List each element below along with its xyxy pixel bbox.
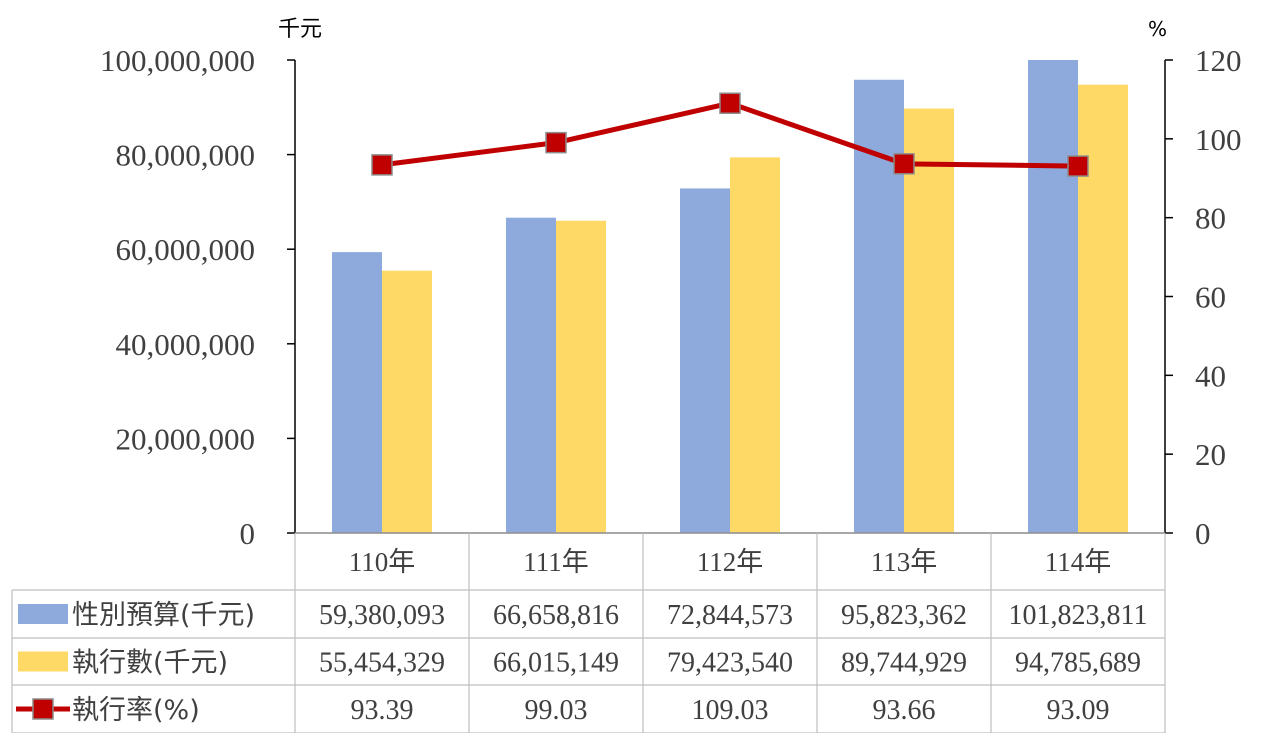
right-axis-unit: % <box>1148 17 1167 41</box>
left-tick-label: 20,000,000 <box>116 421 256 456</box>
legend-key-0 <box>18 604 68 624</box>
table-cell: 55,454,329 <box>319 648 445 679</box>
bar-budget-1 <box>506 217 556 533</box>
left-tick-label: 40,000,000 <box>116 327 256 362</box>
category-label: 114年 <box>1045 547 1112 577</box>
table-cell: 79,423,540 <box>667 648 793 679</box>
bars-layer <box>332 60 1128 534</box>
bar-budget-2 <box>680 188 730 533</box>
left-axis-unit: 千元 <box>278 17 322 42</box>
rate-point-3 <box>893 153 915 175</box>
category-label: 111年 <box>523 547 589 577</box>
right-tick-label: 80 <box>1195 201 1226 236</box>
right-tick-label: 60 <box>1195 280 1226 315</box>
table-cell: 109.03 <box>692 695 769 726</box>
right-tick-label: 40 <box>1195 358 1226 393</box>
category-label: 112年 <box>697 547 764 577</box>
table-cell: 101,823,811 <box>1009 600 1148 631</box>
legend-label-1: 執行數(千元) <box>72 648 228 679</box>
bar-executed-2 <box>730 157 780 533</box>
table-cell: 94,785,689 <box>1015 648 1141 679</box>
rate-point-1 <box>545 131 567 154</box>
legend-label-0: 性別預算(千元) <box>72 600 255 631</box>
legend-key-1 <box>18 651 68 672</box>
bar-budget-4 <box>1028 60 1078 533</box>
table-cell: 93.39 <box>351 695 414 726</box>
table-cell: 66,015,149 <box>493 648 619 679</box>
rate-point-0 <box>371 154 393 176</box>
bar-executed-4 <box>1078 84 1128 533</box>
category-label: 110年 <box>349 547 416 577</box>
left-tick-label: 0 <box>240 516 256 551</box>
table-cell: 93.66 <box>873 695 936 726</box>
right-tick-label: 120 <box>1195 43 1242 78</box>
rate-line-layer <box>371 92 1089 177</box>
axes-layer: 0 20,000,000 40,000,000 60,000,000 80,000,00… <box>100 43 1242 551</box>
left-tick-label: 100,000,000 <box>100 43 255 78</box>
category-label: 113年 <box>871 547 938 577</box>
table-cell: 59,380,093 <box>319 600 445 631</box>
table-cell: 95,823,362 <box>841 600 967 631</box>
table-cell: 72,844,573 <box>667 600 793 631</box>
legend-label-2: 執行率(%) <box>72 695 200 726</box>
right-tick-label: 100 <box>1195 122 1242 157</box>
bar-executed-3 <box>904 108 954 534</box>
left-tick-label: 80,000,000 <box>116 138 256 173</box>
table-cell: 89,744,929 <box>841 648 967 679</box>
right-tick-label: 20 <box>1195 437 1226 472</box>
rate-point-2 <box>719 92 741 114</box>
table-cell: 66,658,816 <box>493 600 619 631</box>
left-tick-label: 60,000,000 <box>116 232 256 267</box>
bar-executed-0 <box>382 270 432 533</box>
bar-executed-1 <box>556 220 606 533</box>
rate-point-4 <box>1067 155 1089 177</box>
table-cell: 99.03 <box>525 695 588 726</box>
right-tick-label: 0 <box>1195 516 1211 551</box>
table-cell: 93.09 <box>1047 695 1110 726</box>
bar-budget-0 <box>332 252 382 534</box>
legend-key-marker <box>32 698 54 720</box>
